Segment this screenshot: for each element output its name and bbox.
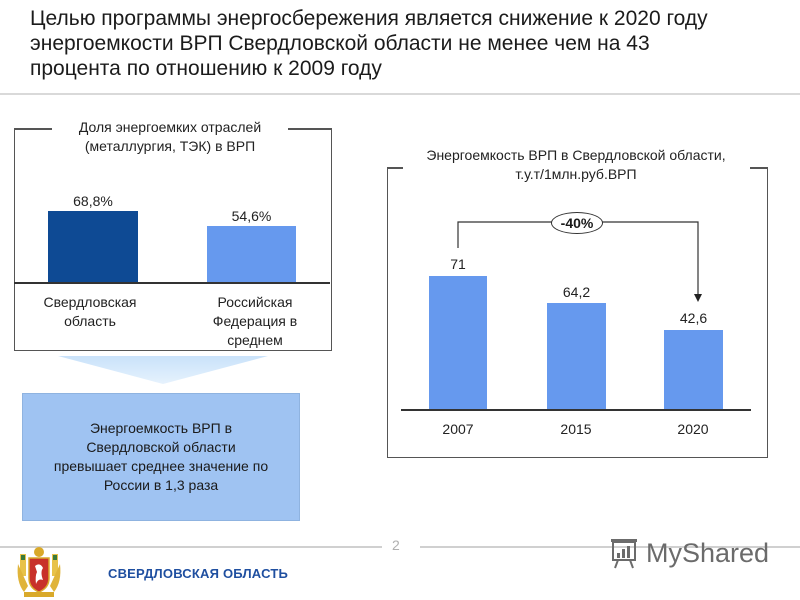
left-chart-title-line-1: Доля энергоемких отраслей <box>78 119 262 135</box>
presentation-chart-icon <box>611 539 637 569</box>
slide-title: Целью программы энергосбережения являетс… <box>30 6 790 81</box>
year-label-2007: 2007 <box>442 421 474 437</box>
footer-region-name: СВЕРДЛОВСКАЯ ОБЛАСТЬ <box>108 566 289 581</box>
bar-value-sverdlovsk: 68,8% <box>73 193 113 209</box>
down-arrow-icon <box>58 356 268 384</box>
right-chart-frame <box>387 167 768 458</box>
footer-divider <box>0 546 382 548</box>
left-chart-baseline <box>14 282 330 284</box>
right-chart-title-line-1: Энергоемкость ВРП в Свердловской области… <box>426 147 726 163</box>
bar-russia <box>207 226 296 282</box>
footer-divider <box>420 546 800 548</box>
category-label-line: среднем <box>227 332 283 348</box>
frame-line <box>14 128 52 130</box>
category-label-russia: Российская Федерация в среднем <box>185 293 325 350</box>
bar-value-2007: 71 <box>450 256 466 272</box>
category-label-sverdlovsk: Свердловская область <box>20 293 160 331</box>
bar-2020 <box>664 330 723 409</box>
category-label-line: область <box>64 313 116 329</box>
bar-sverdlovsk <box>48 211 138 282</box>
left-chart-frame <box>14 128 332 351</box>
title-line-3: процента по отношению к 2009 году <box>30 57 382 80</box>
watermark-text: MyShared <box>646 537 770 568</box>
bar-value-russia: 54,6% <box>231 208 272 224</box>
bar-value-2020: 42,6 <box>679 310 708 326</box>
info-box-text: Энергоемкость ВРП в Свердловской области… <box>53 420 269 493</box>
left-chart-title: Доля энергоемких отраслей (металлургия, … <box>52 118 288 156</box>
bar-2015 <box>547 303 606 409</box>
right-chart-title: Энергоемкость ВРП в Свердловской области… <box>400 146 752 184</box>
frame-line <box>750 167 767 169</box>
info-box: Энергоемкость ВРП в Свердловской области… <box>22 393 300 521</box>
left-chart-title-line-2: (металлургия, ТЭК) в ВРП <box>84 138 256 154</box>
title-divider <box>0 93 800 95</box>
category-label-line: Федерация в <box>212 313 298 329</box>
year-label-2020: 2020 <box>677 421 709 437</box>
bar-2007 <box>429 276 487 409</box>
page-number: 2 <box>392 537 400 553</box>
right-chart-title-line-2: т.у.т/1млн.руб.ВРП <box>515 166 637 182</box>
category-label-line: Свердловская <box>43 294 137 310</box>
change-badge: -40% <box>551 212 603 234</box>
frame-line <box>387 167 403 169</box>
category-label-line: Российская <box>217 294 293 310</box>
frame-line <box>288 128 331 130</box>
watermark: MyShared <box>608 536 769 570</box>
title-line-1: Целью программы энергосбережения являетс… <box>30 7 708 30</box>
title-line-2: энергоемкости ВРП Свердловской области н… <box>30 32 650 55</box>
right-chart-baseline <box>401 409 751 411</box>
coat-of-arms-icon <box>17 547 61 597</box>
bar-value-2015: 64,2 <box>562 284 591 300</box>
year-label-2015: 2015 <box>560 421 592 437</box>
